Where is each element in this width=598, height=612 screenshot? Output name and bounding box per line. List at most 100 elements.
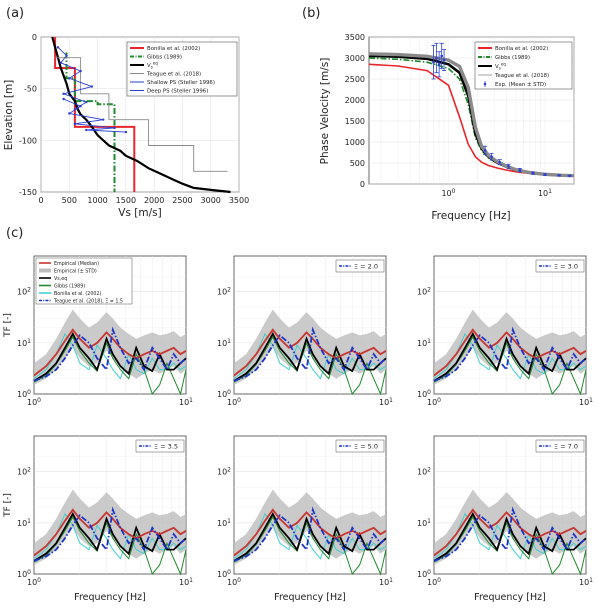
y-tick-label: 100: [217, 569, 231, 579]
tf-subplot-2: 100 101 100 101 102 Ξ = 2.0: [217, 255, 393, 407]
legend-label: Bonilla et al. (2002): [495, 46, 548, 52]
y-tick-label: 101: [417, 518, 431, 528]
x-tick-label: 0: [38, 196, 43, 205]
x-tick-label: 100: [27, 397, 41, 407]
data-point: [498, 160, 502, 164]
series-line-0: [54, 37, 136, 192]
y-tick-label: 100: [17, 389, 31, 399]
legend-label: Bonilla et al. (2002): [147, 46, 200, 52]
x-tick-label: 101: [579, 577, 593, 587]
series-point: [68, 77, 71, 80]
series-line-1: [65, 52, 116, 192]
series-point: [79, 105, 82, 108]
y-tick-label: -150: [19, 188, 37, 197]
x-tick-label: 100: [427, 577, 441, 587]
panel-b-xlabel: Frequency [Hz]: [431, 210, 510, 222]
panel-a-ylabel: Elevation [m]: [3, 80, 15, 151]
panel-label-c: (c): [6, 226, 23, 241]
series-line-5: [63, 98, 126, 133]
y-tick-label: 0: [32, 33, 37, 42]
y-tick-label: 101: [217, 338, 231, 348]
legend-swatch: [483, 82, 487, 86]
series-point: [85, 128, 88, 132]
xi-label: Ξ = 3.0: [554, 263, 578, 271]
x-tick-label: 101: [179, 397, 193, 407]
y-tick-label: 500: [350, 159, 365, 168]
series-point: [85, 100, 88, 104]
panel-a: 0 500 1000 1500 2000 2500 3000 3500 0 -50 -100 -150…: [3, 33, 249, 219]
legend-label: Deep PS (Steller 1996): [147, 89, 208, 95]
panel-label-b: (b): [302, 6, 320, 21]
legend-label: Vseq: [147, 61, 158, 70]
legend-label: Gibbs (1989): [54, 284, 85, 290]
series-line-3: [55, 57, 228, 172]
data-point: [543, 173, 547, 176]
x-tick-label: 101: [179, 577, 193, 587]
x-tick-label: 100: [227, 397, 241, 407]
tf-series-6: [233, 326, 387, 382]
tf-series-0: [233, 508, 387, 557]
legend-box: [335, 259, 385, 273]
series-point: [62, 92, 65, 96]
data-point: [557, 174, 561, 177]
y-tick-label: 102: [17, 467, 31, 477]
data-point: [518, 168, 522, 172]
series-point: [102, 118, 105, 121]
x-tick-label: 1500: [116, 196, 136, 205]
legend-label: Gibbs (1989): [147, 55, 182, 61]
legend-box: [126, 41, 238, 97]
y-tick-label: -50: [24, 85, 37, 94]
y-tick-label: 0: [360, 180, 365, 189]
tf-ylabel: TF [-]: [3, 313, 13, 338]
tf-subplot-4: 100 101 100 101 102 TF [-] Frequency [Hz] Ξ = 3…: [3, 435, 193, 603]
tf-xlabel: Frequency [Hz]: [474, 592, 546, 603]
tf-subplot-6: 100 101 100 101 102 Frequency [Hz] Ξ = 7.0: [417, 435, 593, 603]
data-point: [432, 60, 435, 64]
panel-b-legend: Bonilla et al. (2002) Gibbs (1989)Vseq Tea…: [474, 41, 573, 90]
y-tick-label: 102: [217, 467, 231, 477]
y-tick-label: 101: [217, 518, 231, 528]
xi-label: Ξ = 7.0: [554, 443, 578, 451]
tf-ylabel: TF [-]: [3, 493, 13, 518]
x-tick-label: 101: [538, 188, 552, 198]
x-tick-label: 3500: [229, 196, 249, 205]
series-point: [65, 54, 68, 57]
y-tick-label: 3000: [345, 54, 365, 63]
series-point: [68, 112, 71, 115]
panel-a-xlabel: Vs [m/s]: [118, 207, 161, 219]
tf-series-5: [233, 512, 387, 560]
series-point: [56, 46, 60, 49]
y-tick-label: 2000: [345, 96, 365, 105]
legend-box: [535, 259, 585, 273]
x-tick-label: 101: [579, 397, 593, 407]
y-tick-label: 102: [217, 287, 231, 297]
y-tick-label: 101: [17, 518, 31, 528]
legend-label: Gibbs (1989): [495, 55, 530, 61]
legend-label: Teague et al. (2018), Ξ = 1.5: [53, 299, 123, 305]
legend-label: Teague et al. (2018): [146, 72, 201, 78]
y-tick-label: 100: [417, 389, 431, 399]
series-point: [73, 122, 77, 126]
tf-series-6: [33, 326, 187, 382]
y-tick-label: 1500: [345, 117, 365, 126]
data-point: [531, 171, 535, 175]
tf-series-0: [433, 328, 587, 377]
series-line-2: [51, 36, 231, 194]
data-point: [440, 54, 443, 58]
series-point: [59, 61, 62, 65]
x-tick-label: 100: [427, 397, 441, 407]
y-tick-label: 100: [417, 569, 431, 579]
legend-box: [135, 439, 185, 453]
tf-series-5: [33, 332, 187, 380]
x-tick-label: 500: [62, 196, 77, 205]
legend-box: [35, 257, 133, 305]
tf-series-5: [33, 512, 187, 560]
legend-label: Empirical (Median): [54, 261, 99, 267]
xi-label: Ξ = 5.0: [354, 443, 378, 451]
panel-c: 100 101 100 101 102 TF [-] Empirical (Median) E…: [3, 255, 593, 603]
y-tick-label: 101: [417, 338, 431, 348]
tf-xlabel: Frequency [Hz]: [74, 592, 146, 603]
xi-label: Ξ = 2.0: [354, 263, 378, 271]
data-point: [435, 56, 438, 60]
